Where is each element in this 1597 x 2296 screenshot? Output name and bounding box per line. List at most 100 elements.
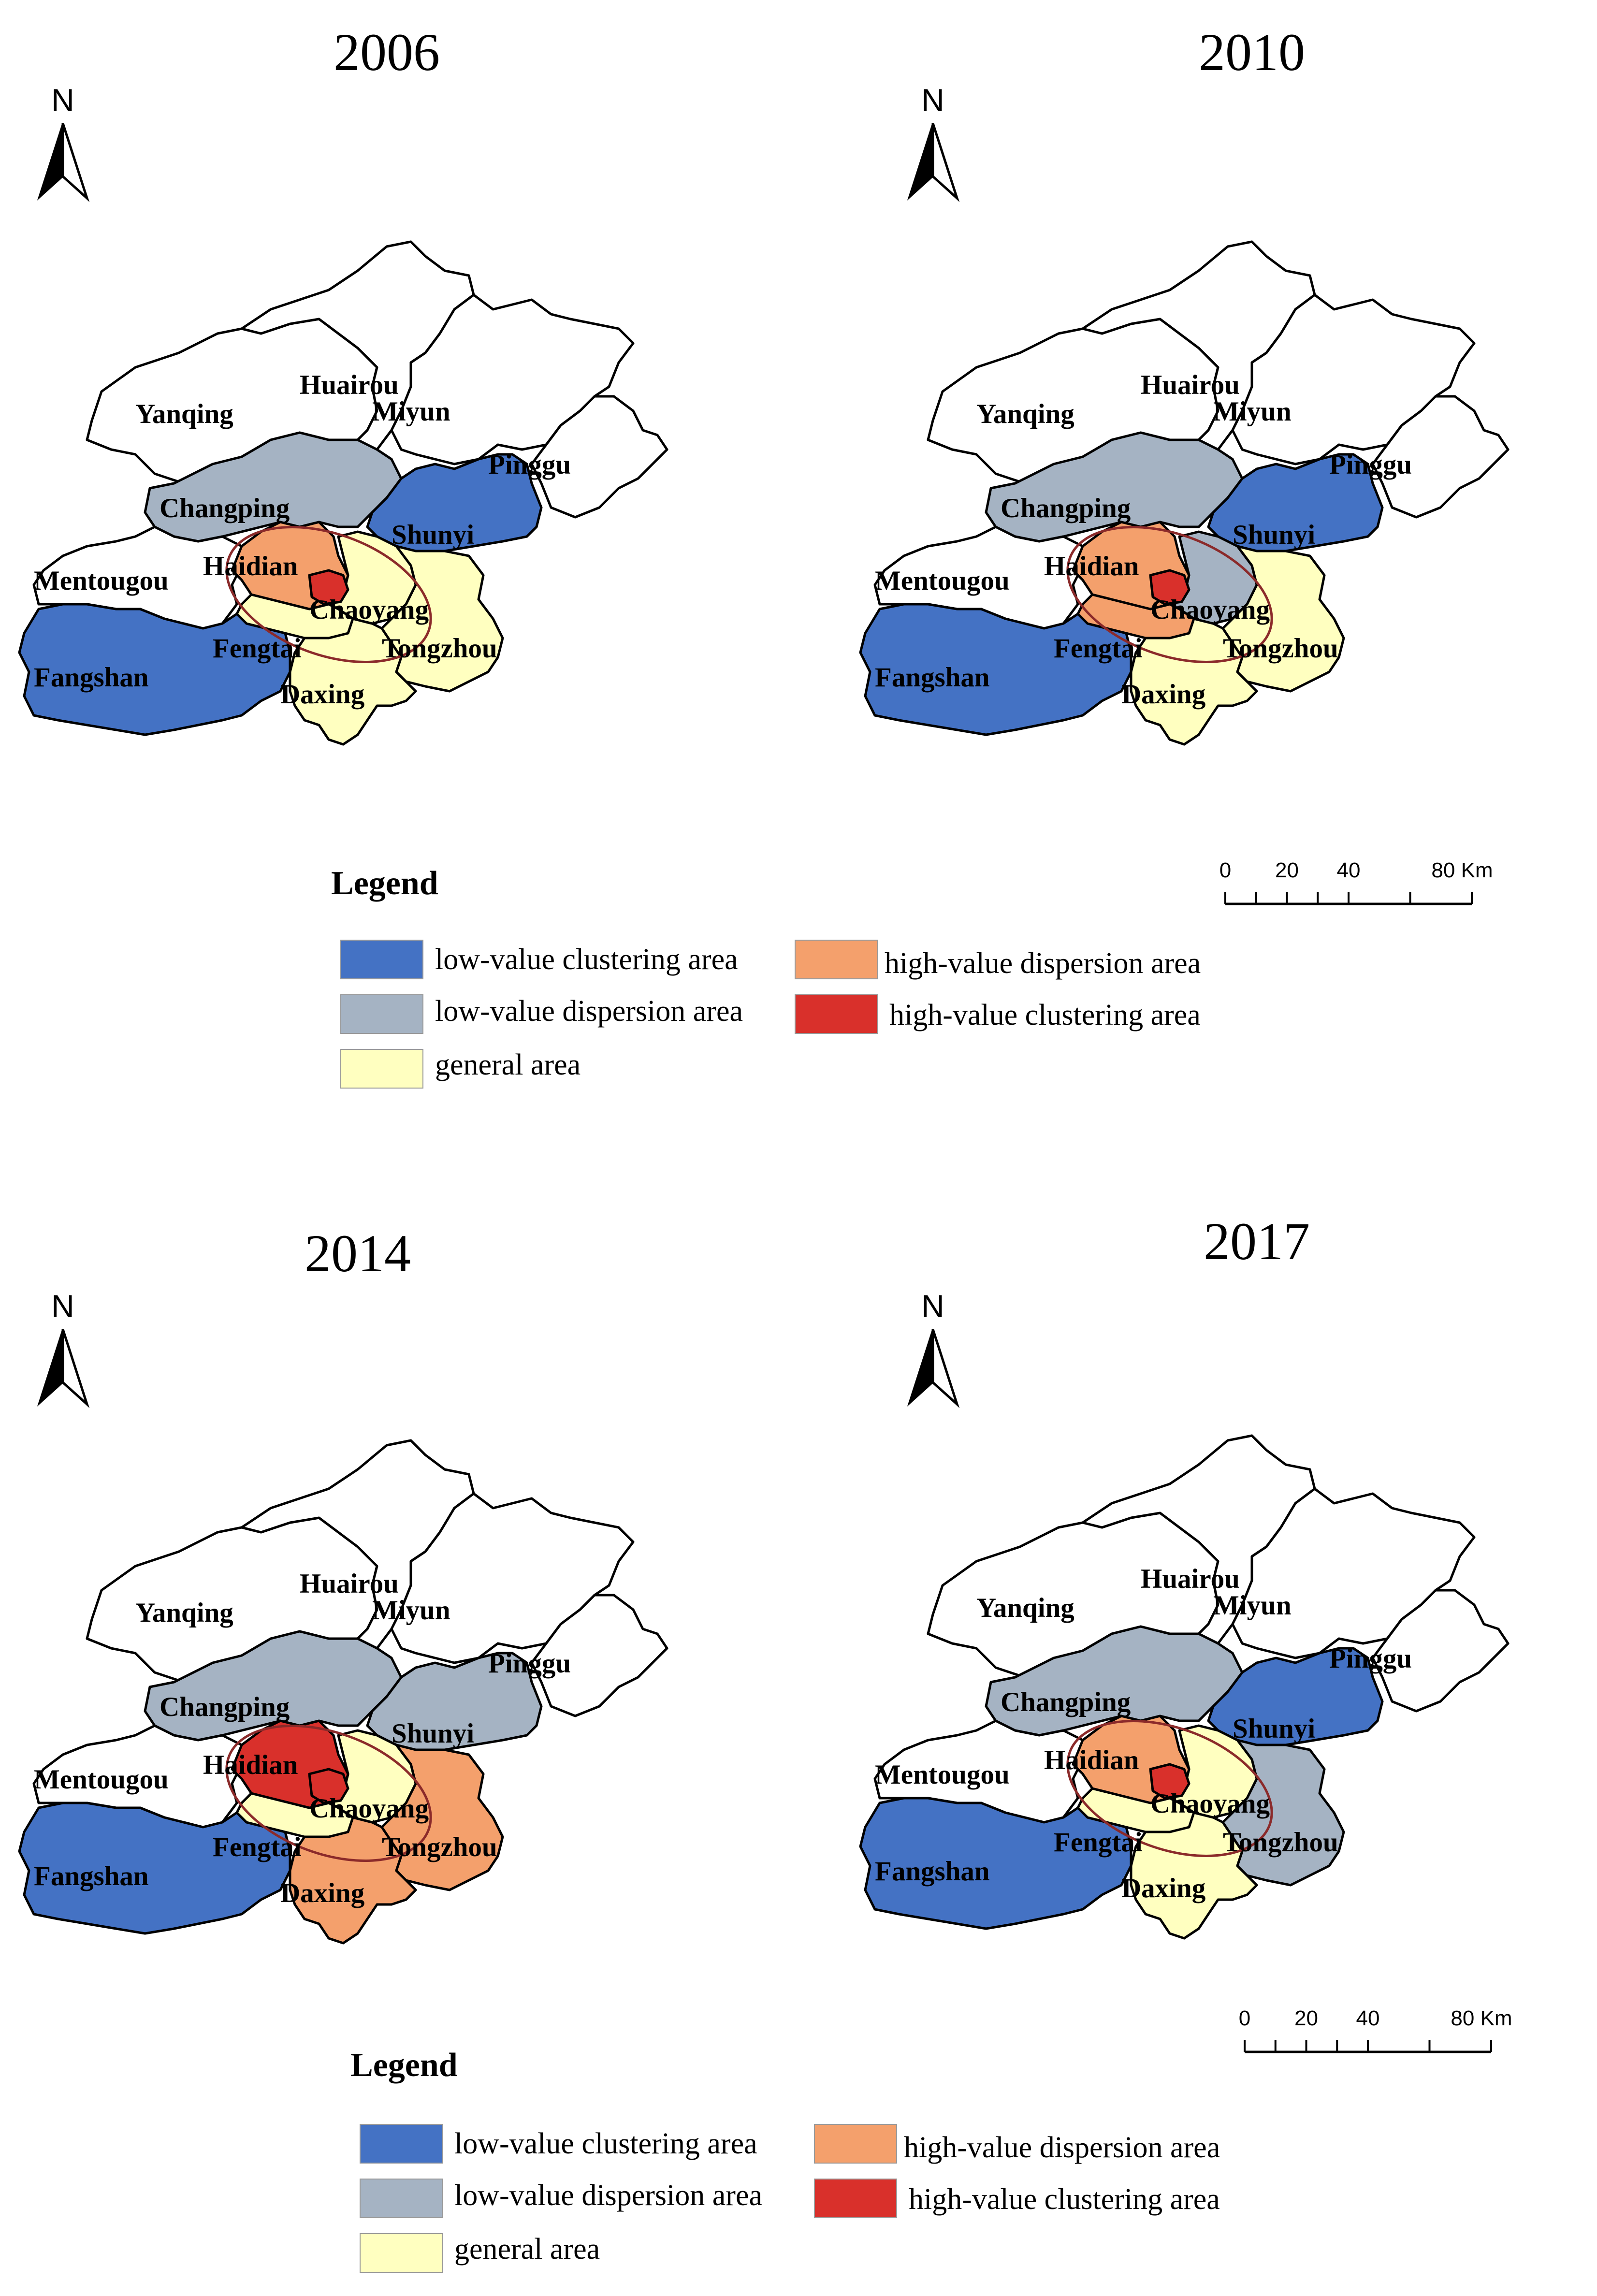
district-label-daxing: Daxing xyxy=(280,1878,364,1908)
district-label-haidian: Haidian xyxy=(203,1750,298,1780)
district-label-chaoyang: Chaoyang xyxy=(309,595,429,625)
district-label-pinggu: Pinggu xyxy=(1329,1643,1412,1674)
district-label-haidian: Haidian xyxy=(1044,551,1139,581)
legend-label-low_value_dispersion: low-value dispersion area xyxy=(454,2179,762,2212)
district-label-tongzhou: Tongzhou xyxy=(382,1832,497,1862)
scale-label: 0 xyxy=(1239,2006,1250,2030)
district-miyun xyxy=(1231,1487,1476,1659)
legend-label-high_value_clustering: high-value clustering area xyxy=(909,2183,1220,2216)
legend-title: Legend xyxy=(331,865,438,902)
district-pinggu xyxy=(1371,1589,1510,1713)
district-label-mentougou: Mentougou xyxy=(34,566,169,596)
district-label-pinggu: Pinggu xyxy=(488,450,571,480)
district-label-miyun: Miyun xyxy=(372,396,450,427)
district-label-fangshan: Fangshan xyxy=(875,1856,990,1887)
legend-swatch-low_value_dispersion xyxy=(340,994,423,1034)
legend-swatch-high_value_dispersion xyxy=(814,2124,897,2164)
legend-swatch-high_value_dispersion xyxy=(795,940,878,979)
legend-swatch-low_value_clustering xyxy=(340,940,423,979)
district-label-haidian: Haidian xyxy=(203,551,298,581)
scale-bar: 0 20 40 80 Km xyxy=(1239,2006,1512,2053)
district-label-changping: Changping xyxy=(1001,493,1131,523)
district-label-shunyi: Shunyi xyxy=(1233,520,1315,550)
legend-swatch-low_value_clustering xyxy=(360,2124,443,2164)
district-label-mentougou: Mentougou xyxy=(875,1759,1010,1790)
district-label-huairou: Huairou xyxy=(1141,370,1240,400)
district-label-shunyi: Shunyi xyxy=(392,520,474,550)
scale-label: 40 xyxy=(1337,858,1361,882)
district-core xyxy=(1149,1763,1190,1800)
legend-label-general: general area xyxy=(454,2233,600,2266)
district-label-daxing: Daxing xyxy=(280,679,364,710)
district-label-haidian: Haidian xyxy=(1044,1745,1139,1775)
legend-title: Legend xyxy=(350,2047,458,2084)
district-pinggu xyxy=(530,1594,668,1717)
district-label-daxing: Daxing xyxy=(1121,1873,1205,1904)
legend-swatch-general xyxy=(340,1049,423,1089)
district-miyun xyxy=(1231,293,1476,465)
legend-label-high_value_clustering: high-value clustering area xyxy=(889,999,1201,1032)
standard-deviational-ellipse xyxy=(225,526,432,663)
district-label-chaoyang: Chaoyang xyxy=(1150,595,1270,625)
north-arrow-icon: N xyxy=(907,82,960,203)
scale-bar: 0 20 40 80 Km xyxy=(1220,858,1493,905)
district-label-miyun: Miyun xyxy=(1213,396,1292,427)
district-label-fangshan: Fangshan xyxy=(34,662,149,693)
legend-label-high_value_dispersion: high-value dispersion area xyxy=(904,2131,1220,2164)
district-label-chaoyang: Chaoyang xyxy=(309,1793,429,1824)
north-arrow-icon: N xyxy=(907,1288,960,1409)
district-label-shunyi: Shunyi xyxy=(392,1718,474,1749)
district-label-changping: Changping xyxy=(1001,1687,1131,1717)
district-fangshan xyxy=(18,1802,291,1935)
map-year-title: 2010 xyxy=(1199,23,1305,82)
district-label-pinggu: Pinggu xyxy=(488,1648,571,1679)
district-label-fangshan: Fangshan xyxy=(34,1861,149,1891)
district-label-fangshan: Fangshan xyxy=(875,662,990,693)
district-core xyxy=(308,569,349,606)
standard-deviational-ellipse xyxy=(1066,526,1273,663)
district-label-fengtai: Fengtai xyxy=(213,633,302,664)
district-label-huairou: Huairou xyxy=(300,1569,399,1599)
district-label-tongzhou: Tongzhou xyxy=(1223,1827,1338,1858)
district-label-yanqing: Yanqing xyxy=(135,399,233,429)
legend-swatch-low_value_dispersion xyxy=(360,2179,443,2218)
district-miyun xyxy=(390,293,635,465)
scale-label: 0 xyxy=(1220,858,1231,882)
district-label-yanqing: Yanqing xyxy=(135,1598,233,1628)
district-label-fengtai: Fengtai xyxy=(1054,1827,1143,1858)
legend: Legend low-value clustering area low-value… xyxy=(331,865,1201,1089)
scale-label: 20 xyxy=(1294,2006,1318,2030)
district-label-mentougou: Mentougou xyxy=(34,1764,169,1795)
legend-label-general: general area xyxy=(435,1048,581,1081)
district-label-yanqing: Yanqing xyxy=(976,1593,1074,1623)
legend-swatch-general xyxy=(360,2233,443,2273)
north-label: N xyxy=(51,1288,74,1324)
district-miyun xyxy=(390,1492,635,1664)
scale-label: 20 xyxy=(1275,858,1299,882)
district-label-huairou: Huairou xyxy=(300,370,399,400)
legend-swatch-high_value_clustering xyxy=(795,994,878,1034)
map-year-title: 2014 xyxy=(305,1224,411,1283)
district-pinggu xyxy=(1371,395,1510,519)
map-year-title: 2017 xyxy=(1204,1212,1310,1271)
district-label-changping: Changping xyxy=(160,1692,290,1722)
north-arrow-icon: N xyxy=(37,82,90,203)
district-core xyxy=(1149,569,1190,606)
district-label-pinggu: Pinggu xyxy=(1329,450,1412,480)
standard-deviational-ellipse xyxy=(225,1725,432,1862)
standard-deviational-ellipse xyxy=(1066,1720,1273,1857)
district-label-miyun: Miyun xyxy=(1213,1590,1292,1621)
district-label-yanqing: Yanqing xyxy=(976,399,1074,429)
scale-label: 80 Km xyxy=(1451,2006,1512,2030)
district-fangshan xyxy=(859,603,1132,736)
scale-label: 40 xyxy=(1356,2006,1380,2030)
district-core xyxy=(308,1768,349,1804)
